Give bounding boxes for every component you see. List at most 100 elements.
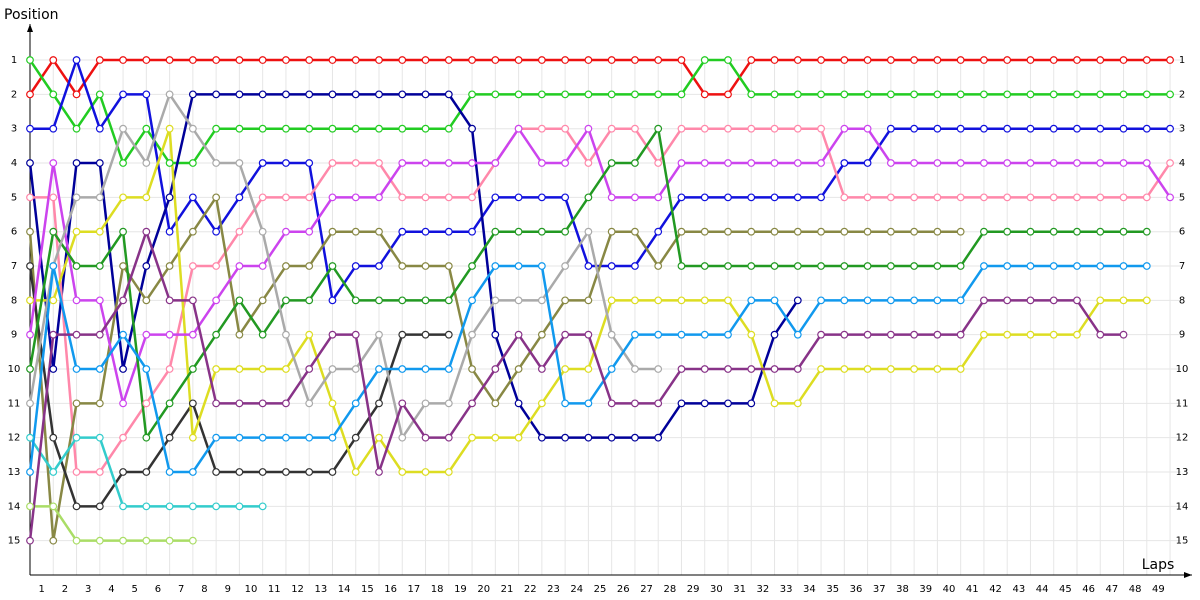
data-point [305, 262, 314, 270]
data-point [26, 399, 34, 408]
data-point [95, 468, 104, 476]
y-tick-label: 1 [11, 55, 17, 66]
data-point [188, 330, 197, 339]
data-point [119, 399, 127, 408]
data-point [142, 124, 151, 133]
data-point [165, 536, 174, 545]
data-point [95, 262, 104, 270]
data-point [26, 468, 34, 476]
data-point [677, 296, 686, 305]
data-point [95, 399, 104, 408]
data-point [258, 296, 267, 305]
data-point [1003, 124, 1012, 133]
data-point [700, 159, 709, 167]
y-tick-label-right: 3 [1179, 124, 1185, 135]
data-point [956, 159, 965, 167]
data-point [165, 56, 174, 64]
data-point [561, 124, 570, 133]
data-point [724, 330, 732, 339]
data-point [724, 90, 732, 99]
data-point [840, 330, 849, 339]
x-tick-label: 13 [314, 584, 327, 595]
data-point [468, 90, 476, 99]
data-point [607, 262, 616, 270]
data-point [26, 56, 34, 64]
data-point [1003, 262, 1012, 270]
data-point [351, 365, 360, 373]
data-point [258, 90, 267, 99]
data-point [631, 159, 639, 167]
data-point [724, 365, 732, 373]
data-point [631, 399, 639, 408]
data-point [26, 262, 34, 270]
data-point [305, 296, 314, 305]
data-point [142, 227, 151, 236]
y-tick-label-right: 10 [1176, 364, 1189, 375]
data-point [235, 90, 244, 99]
y-tick-label-right: 6 [1179, 227, 1185, 238]
data-point [770, 365, 779, 373]
data-point [421, 433, 430, 442]
data-point [514, 193, 523, 202]
data-point [933, 330, 942, 339]
y-tick-label: 7 [11, 261, 17, 272]
data-point [468, 56, 476, 64]
data-point [188, 124, 197, 133]
data-point [654, 330, 663, 339]
x-tick-label: 15 [361, 584, 374, 595]
data-point [328, 365, 337, 373]
data-point [724, 296, 732, 305]
x-tick-label: 41 [966, 584, 979, 595]
data-point [375, 124, 383, 133]
data-point [631, 124, 639, 133]
data-point [933, 227, 942, 236]
data-point [26, 536, 34, 545]
data-point [980, 90, 988, 99]
data-point [491, 227, 500, 236]
x-tick-label: 18 [431, 584, 444, 595]
data-point [584, 399, 593, 408]
data-point [375, 159, 383, 167]
data-point [956, 296, 965, 305]
data-point [654, 227, 663, 236]
data-point [840, 159, 849, 167]
data-point [980, 262, 988, 270]
data-point [1026, 193, 1035, 202]
data-point [1073, 159, 1081, 167]
data-point [26, 90, 34, 99]
data-point [258, 330, 267, 339]
data-point [421, 330, 430, 339]
x-tick-label: 6 [155, 584, 161, 595]
data-point [561, 227, 570, 236]
data-point [119, 296, 127, 305]
x-tick-label: 16 [384, 584, 397, 595]
data-point [444, 433, 453, 442]
data-point [910, 159, 919, 167]
data-point [1096, 296, 1105, 305]
data-point [212, 502, 221, 511]
data-point [72, 536, 81, 545]
data-point [700, 193, 709, 202]
data-point [421, 365, 430, 373]
data-point [26, 365, 34, 373]
data-point [72, 468, 81, 476]
data-point [165, 193, 174, 202]
data-point [351, 399, 360, 408]
data-point [980, 296, 988, 305]
data-point [700, 296, 709, 305]
data-point [258, 262, 267, 270]
data-point [49, 536, 58, 545]
data-point [95, 433, 104, 442]
data-point [700, 90, 709, 99]
data-point [328, 330, 337, 339]
data-point [747, 399, 756, 408]
data-point [747, 330, 756, 339]
data-point [514, 90, 523, 99]
data-point [770, 296, 779, 305]
data-point [561, 159, 570, 167]
data-point [165, 296, 174, 305]
y-tick-label-right: 9 [1179, 330, 1185, 341]
data-point [514, 330, 523, 339]
data-point [328, 193, 337, 202]
y-tick-label-right: 1 [1179, 55, 1185, 66]
